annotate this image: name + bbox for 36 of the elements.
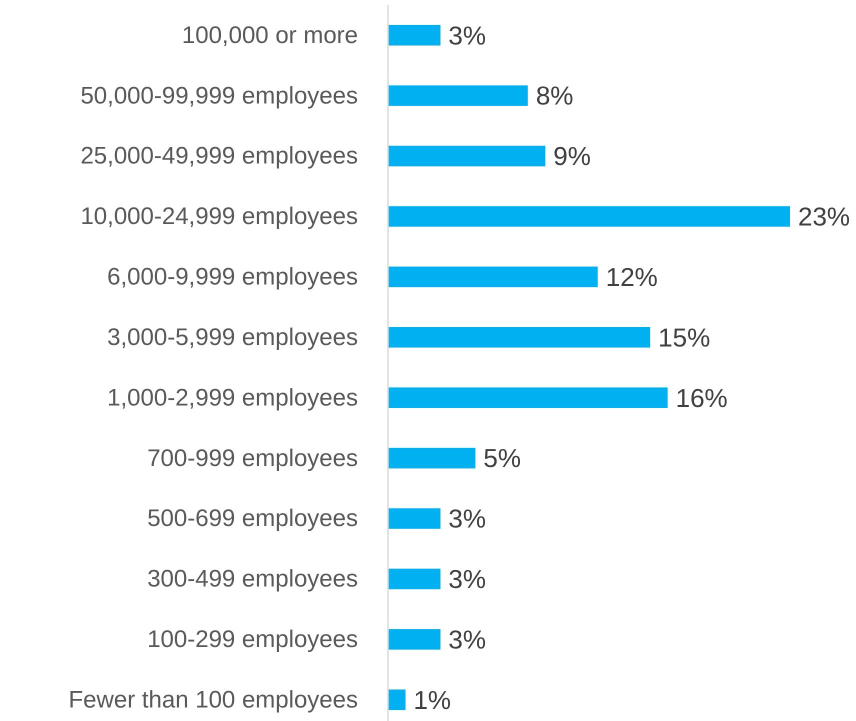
data-label: 12% [606, 262, 658, 292]
y-tick-label: 50,000-99,999 employees [80, 82, 358, 110]
data-label: 23% [798, 202, 850, 232]
y-tick-label: 700-999 employees [147, 444, 358, 472]
bar [388, 327, 650, 348]
y-tick-label: 100,000 or more [182, 22, 358, 49]
bar [388, 448, 476, 468]
y-tick-label: Fewer than 100 employees [68, 686, 358, 714]
bar [388, 24, 440, 46]
y-tick-label: 25,000-49,999 employees [80, 142, 358, 170]
y-tick-label: 6,000-9,999 employees [107, 264, 358, 291]
bar [388, 85, 528, 106]
bar [388, 508, 440, 529]
data-label: 3% [448, 504, 486, 534]
bar [388, 146, 546, 166]
y-tick-label: 500-699 employees [147, 505, 358, 532]
data-label: 15% [658, 322, 710, 352]
bar [388, 568, 440, 590]
data-label: 8% [536, 80, 574, 111]
data-label: 16% [676, 382, 728, 413]
bar [388, 266, 598, 288]
y-tick-label: 300-499 employees [147, 566, 358, 593]
bar [388, 629, 440, 650]
data-label: 3% [448, 564, 486, 594]
bar [388, 387, 668, 408]
bar [388, 206, 790, 227]
data-label: 9% [553, 141, 591, 172]
y-tick-label: 100-299 employees [147, 626, 358, 654]
y-tick-label: 3,000-5,999 employees [107, 324, 358, 351]
data-label: 5% [483, 443, 521, 474]
data-label: 3% [448, 624, 486, 654]
y-tick-label: 1,000-2,999 employees [107, 384, 358, 412]
data-label: 1% [413, 684, 452, 715]
data-label: 3% [448, 20, 486, 50]
bar [388, 690, 406, 710]
y-tick-label: 10,000-24,999 employees [80, 203, 358, 230]
